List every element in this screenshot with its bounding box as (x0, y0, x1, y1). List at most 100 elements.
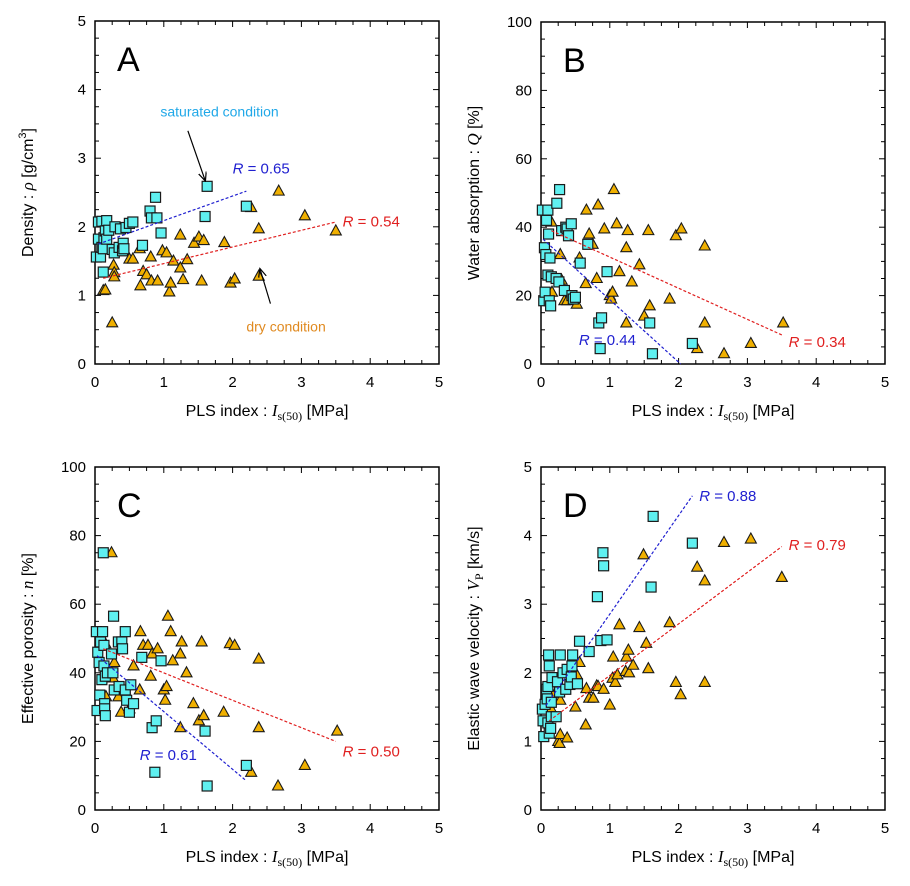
y-tick-label: 0 (78, 356, 86, 373)
saturated-point (540, 214, 553, 226)
dry-fit-line (548, 546, 783, 722)
dry-point (195, 634, 209, 647)
y-tick-label: 4 (78, 82, 86, 99)
dry-point (553, 247, 567, 260)
dry-point (776, 315, 790, 328)
saturated-point (569, 291, 582, 303)
saturated-point (595, 312, 608, 324)
plot-frame (94, 20, 440, 365)
dry-point (606, 285, 619, 297)
dry-point (144, 249, 158, 262)
saturated-point (562, 230, 575, 242)
dry-point (217, 705, 231, 717)
y-tick-label: 2 (524, 665, 532, 682)
saturated-point (545, 722, 557, 734)
dry-point (244, 765, 258, 777)
saturated-point (571, 678, 584, 690)
y-tick-label: 20 (515, 288, 532, 305)
saturated-point (565, 218, 577, 230)
x-tick-label: 2 (228, 820, 236, 837)
dry-point (632, 620, 646, 633)
saturated-point (125, 679, 137, 691)
x-tick-label: 2 (228, 374, 236, 391)
dry-point (164, 624, 178, 637)
x-tick-label: 3 (297, 374, 305, 391)
saturated-point (105, 648, 118, 660)
panel-a: 0 1 2 3 4 5 0 1 2 3 4 5 PLS index : Is(50) [MPa] Dens… (17, 13, 443, 423)
dry-point (252, 221, 266, 234)
dry-point (613, 264, 626, 277)
saturated-point (155, 655, 167, 667)
x-tick-label: 4 (812, 820, 820, 837)
dry-point (105, 315, 119, 328)
dry-point (568, 699, 582, 712)
panel-letter: C (117, 487, 142, 525)
saturated-point (136, 239, 149, 251)
dry-point (597, 682, 611, 694)
dry-point (610, 216, 624, 229)
x-tick-label: 0 (537, 374, 545, 391)
dry-point (717, 346, 731, 359)
dry-point (176, 272, 190, 285)
y-tick-label: 60 (69, 596, 86, 613)
dry-point (228, 638, 242, 650)
saturated-point (149, 191, 162, 203)
panel-letter: A (117, 41, 140, 79)
dry-point (140, 267, 154, 280)
y-axis-title: Elastic wave velocity : VP [km/s] (464, 526, 486, 750)
saturated-point (545, 300, 557, 312)
dry-point (298, 758, 312, 770)
dry-point (127, 658, 140, 671)
saturated-point (199, 210, 211, 223)
y-tick-label: 40 (69, 665, 86, 682)
dry-condition-label: dry condition (246, 318, 325, 334)
saturated-point (553, 183, 566, 196)
dry-point (126, 251, 140, 264)
x-tick-label: 5 (881, 820, 889, 837)
saturated-point (566, 660, 578, 672)
panel-letter: B (563, 42, 586, 80)
x-tick-label: 4 (366, 374, 374, 391)
y-tick-label: 5 (78, 13, 86, 30)
x-tick-label: 5 (881, 374, 889, 391)
x-tick-label: 2 (674, 374, 682, 391)
dry-point (619, 649, 633, 662)
dry-point (162, 284, 176, 297)
saturated-r-label: R = 0.44 (579, 332, 636, 349)
dry-point (663, 615, 677, 628)
dry-point (669, 228, 683, 241)
x-tick-label: 0 (91, 820, 99, 837)
saturated-point (646, 348, 659, 360)
dry-point (160, 679, 173, 692)
dry-point (621, 223, 635, 236)
saturated-point (97, 266, 109, 278)
saturated-point (645, 581, 657, 593)
y-tick-label: 1 (78, 287, 86, 304)
dry-point (144, 669, 158, 681)
x-axis-title: PLS index : Is(50) [MPa] (632, 401, 795, 423)
dry-point (606, 649, 620, 662)
dry-point (626, 658, 640, 670)
saturated-point (201, 780, 213, 792)
dry-point (173, 260, 187, 273)
x-tick-label: 2 (674, 820, 682, 837)
saturated-r-label: R = 0.88 (699, 488, 756, 505)
dry-point (613, 617, 626, 630)
saturated-point (647, 510, 659, 522)
saturated-point (199, 725, 211, 737)
y-tick-label: 100 (507, 14, 532, 31)
annotation-arrow (187, 130, 205, 180)
x-tick-label: 5 (435, 820, 443, 837)
dry-point (298, 208, 312, 221)
dry-point (619, 315, 633, 328)
x-tick-label: 4 (366, 820, 374, 837)
dry-point (252, 651, 266, 664)
dry-point (608, 675, 622, 687)
saturated-fit-line (542, 238, 682, 365)
y-tick-label: 40 (515, 219, 532, 236)
dry-point (690, 560, 704, 572)
x-tick-label: 1 (606, 820, 614, 837)
dry-point (197, 708, 211, 721)
saturated-point (149, 766, 161, 778)
saturated-fit-line (96, 655, 247, 782)
